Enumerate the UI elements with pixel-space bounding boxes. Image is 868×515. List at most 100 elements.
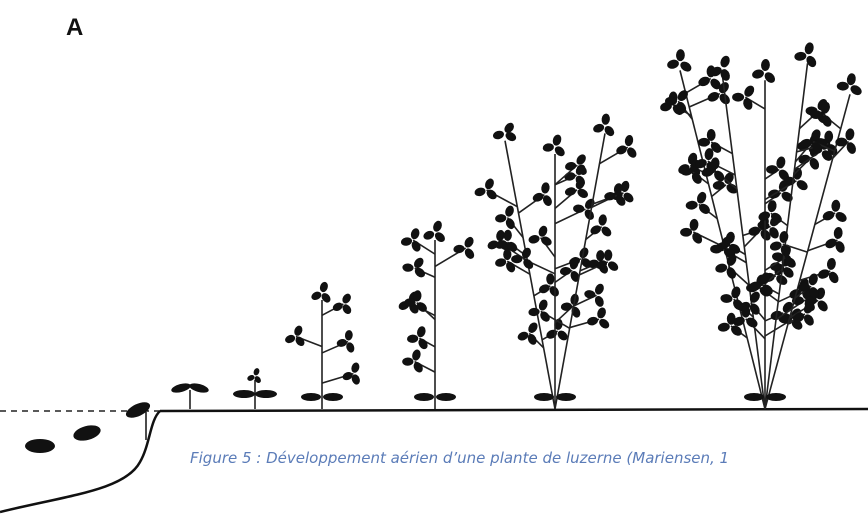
leaflet <box>800 138 813 148</box>
leaflet <box>492 130 505 140</box>
leaflet <box>836 81 849 91</box>
leaflet <box>624 134 634 147</box>
leaflet <box>680 61 692 72</box>
leaflet <box>710 157 720 170</box>
cotyledon <box>323 393 343 401</box>
leaflet <box>538 225 548 237</box>
leaflet <box>835 241 845 253</box>
leaflet <box>846 142 856 154</box>
cotyledon <box>414 393 434 401</box>
cotyledon <box>189 383 209 393</box>
leaflet <box>505 205 514 217</box>
leaflet <box>701 167 714 177</box>
leaflet <box>743 98 753 110</box>
leaflet <box>761 59 770 72</box>
leaflet <box>474 187 486 197</box>
leaflet <box>402 357 414 366</box>
leaflet <box>780 244 791 257</box>
leaflet <box>785 257 796 268</box>
leaflet <box>321 293 331 303</box>
leaflet <box>541 236 552 246</box>
leaflet <box>285 334 296 344</box>
leaflet <box>416 302 427 312</box>
soil-profile <box>0 410 161 514</box>
leaflet <box>676 49 685 62</box>
leaflet <box>577 188 588 198</box>
leaflet <box>594 283 604 295</box>
stem <box>504 140 556 410</box>
leaflet <box>554 146 565 157</box>
leaflet <box>552 134 562 146</box>
leaflet <box>418 338 428 350</box>
leaflet <box>604 125 615 137</box>
leaflet <box>767 200 777 213</box>
leaflet <box>620 180 630 192</box>
leaflet <box>414 267 425 278</box>
leaflet <box>596 260 608 270</box>
leaflet <box>584 209 594 220</box>
stem <box>721 76 766 410</box>
leaflet <box>846 73 856 86</box>
leaflet <box>679 166 692 176</box>
leaflet <box>726 254 737 266</box>
leaflet <box>573 204 585 213</box>
ground-line <box>159 407 868 413</box>
leaflet <box>710 78 721 90</box>
leaflet <box>294 325 303 336</box>
leaflet <box>402 263 414 272</box>
leaflet <box>776 275 788 285</box>
cotyledon <box>301 393 321 401</box>
leaflet <box>776 156 786 169</box>
leaflet <box>615 195 626 206</box>
leaflet <box>590 225 602 235</box>
leaflet <box>779 231 789 243</box>
leaflet <box>528 235 540 244</box>
leaflet <box>733 316 745 326</box>
leaflet <box>808 273 818 286</box>
leaflet <box>744 85 755 97</box>
leaflet <box>351 362 360 373</box>
leaflet <box>342 304 352 315</box>
leaflet <box>748 226 761 236</box>
leaflet <box>796 180 808 191</box>
leaflet <box>504 122 514 133</box>
leaflet <box>599 318 610 329</box>
leaflet <box>850 85 862 96</box>
leaflet <box>542 143 554 152</box>
leaflet <box>400 237 413 246</box>
leaflet <box>712 180 725 190</box>
leaflet <box>404 298 416 307</box>
leaflet <box>704 148 714 161</box>
leaflet <box>831 199 841 212</box>
leaflet <box>601 226 612 237</box>
leaflet <box>538 299 548 311</box>
caption: Figure 5 : Développement aérien d’une pl… <box>190 449 729 467</box>
leaflet <box>803 314 814 326</box>
leaflet <box>731 286 741 299</box>
leaflet <box>604 249 613 261</box>
leaflet <box>726 267 737 279</box>
leaflet <box>342 293 351 304</box>
leaflet <box>721 236 731 249</box>
stem <box>679 70 766 410</box>
plants <box>171 42 862 410</box>
leaflet <box>691 172 702 184</box>
leaflet <box>601 113 610 125</box>
leaflet <box>417 326 426 338</box>
leaflet <box>764 72 776 83</box>
stem <box>782 243 808 253</box>
leaflet <box>503 229 512 241</box>
leaflet <box>825 238 837 249</box>
leaflet <box>613 183 623 195</box>
leaflet <box>676 101 687 114</box>
leaflet <box>766 165 779 174</box>
leaflet <box>698 76 710 87</box>
leaflet <box>505 132 517 142</box>
cotyledon <box>255 390 277 398</box>
leaflet <box>717 322 730 332</box>
leaflet <box>680 227 693 237</box>
leaflet <box>351 374 360 385</box>
leaflet <box>793 312 805 323</box>
leaflet <box>433 220 442 232</box>
